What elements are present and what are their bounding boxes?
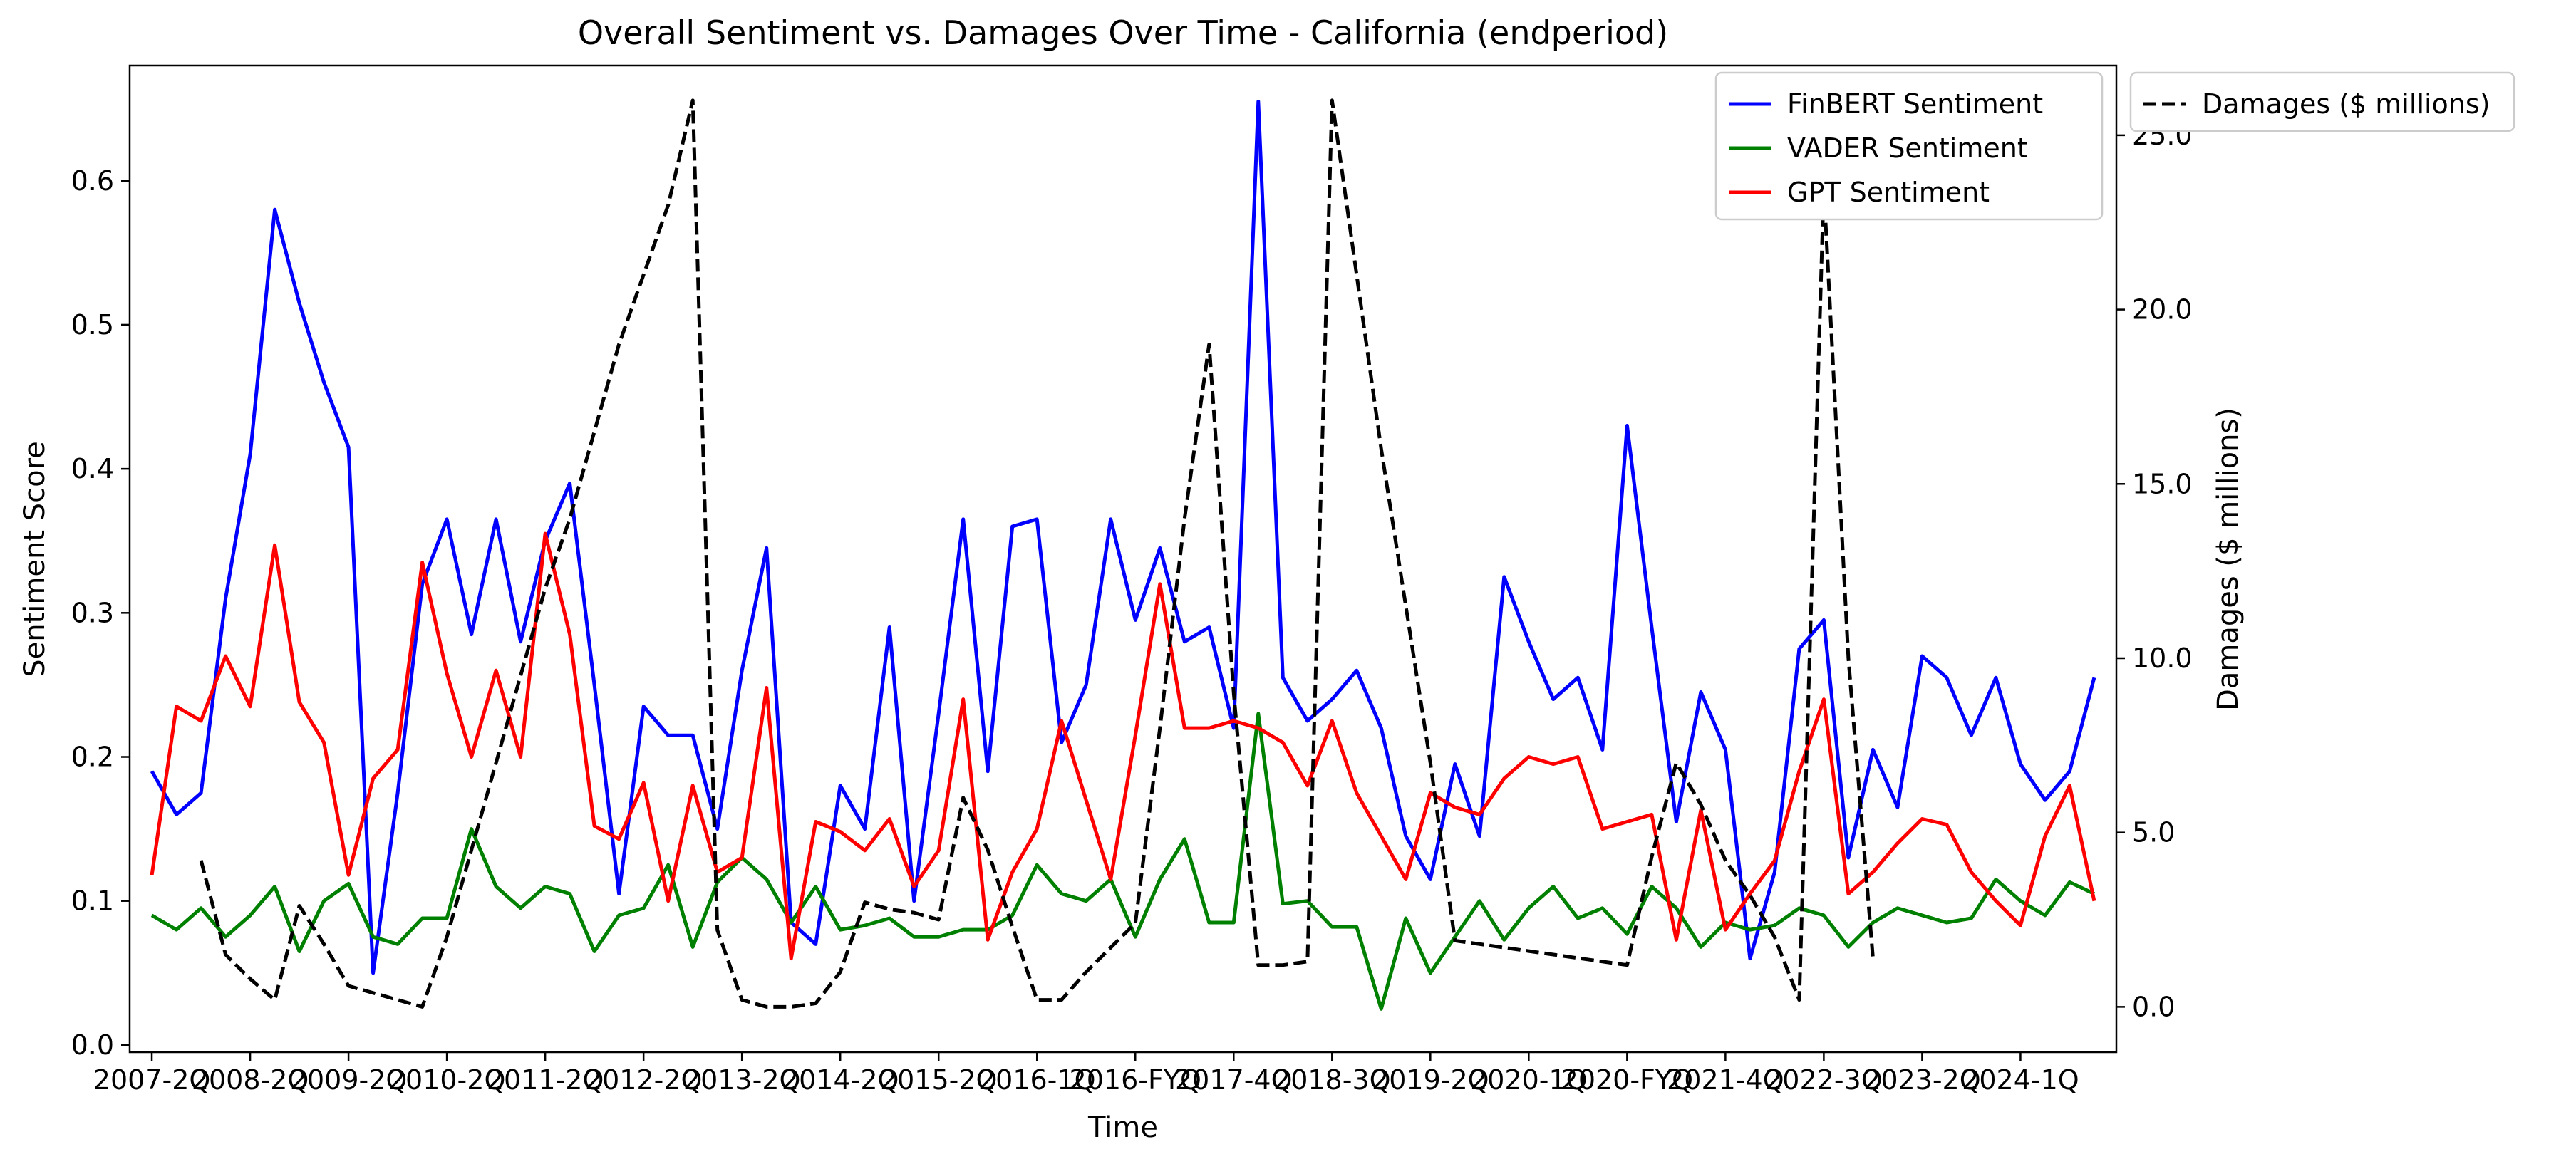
y-tick-label: 0.3 [71, 597, 114, 628]
y-tick-label: 0.4 [71, 453, 114, 484]
y2-tick-label: 0.0 [2132, 991, 2175, 1022]
x-tick-label: 2011-2Q [487, 1064, 604, 1096]
legend-damages: Damages ($ millions) [2129, 71, 2515, 132]
y-tick-label: 0.2 [71, 742, 114, 773]
series-layer [150, 98, 2096, 1011]
y2-tick-label: 20.0 [2132, 294, 2193, 326]
legend-frame [1714, 71, 2104, 221]
x-tick-label: 2009-2Q [290, 1064, 408, 1096]
x-tick-label: 2024-1Q [1962, 1064, 2079, 1096]
y-axis-right: 0.05.010.015.020.025.0 [2116, 120, 2193, 1022]
y-tick-label: 0.1 [71, 885, 114, 917]
legend-frame [2129, 71, 2515, 132]
y-axis-left: 0.0 0.1 0.2 0.3 0.4 0.5 0.6 [71, 165, 130, 1061]
chart-title: Overall Sentiment vs. Damages Over Time … [578, 14, 1668, 52]
x-tick-label: 2013-2Q [683, 1064, 801, 1096]
x-tick-label: 2010-2Q [388, 1064, 506, 1096]
y-tick-label: 0.6 [71, 165, 114, 197]
series-line-0 [150, 100, 2096, 975]
x-tick-label: 2007-2Q [93, 1064, 211, 1096]
plot-area-frame [128, 64, 2118, 1054]
x-tick-label: 2017-4Q [1175, 1064, 1293, 1096]
series-line-3 [199, 98, 1875, 1009]
x-axis: 2007-2Q2008-2Q2009-2Q2010-2Q2011-2Q2012-… [93, 1052, 2079, 1096]
y-tick-label: 0.5 [71, 309, 114, 341]
x-tick-label: 2008-2Q [192, 1064, 309, 1096]
series-line-2 [150, 531, 2096, 961]
x-tick-label: 2019-2Q [1372, 1064, 1489, 1096]
y2-axis-label: Damages ($ millions) [2212, 407, 2245, 711]
x-tick-label: 2016-FYQ [1070, 1064, 1201, 1096]
x-tick-label: 2022-3Q [1765, 1064, 1883, 1096]
x-axis-label: Time [1087, 1111, 1158, 1144]
x-tick-label: 2021-4Q [1667, 1064, 1784, 1096]
y-axis-label: Sentiment Score [19, 441, 51, 677]
x-tick-label: 2016-1Q [978, 1064, 1096, 1096]
y2-tick-label: 15.0 [2132, 468, 2193, 499]
legend-sentiment: FinBERT Sentiment VADER Sentiment GPT Sent… [1714, 71, 2104, 221]
x-tick-label: 2018-3Q [1273, 1064, 1391, 1096]
legend-label: FinBERT Sentiment [1787, 88, 2043, 120]
y2-tick-label: 10.0 [2132, 643, 2193, 674]
y-tick-label: 0.0 [71, 1029, 114, 1061]
x-tick-label: 2014-2Q [782, 1064, 899, 1096]
x-tick-label: 2012-2Q [585, 1064, 703, 1096]
x-tick-label: 2020-FYQ [1561, 1064, 1693, 1096]
y2-tick-label: 5.0 [2132, 817, 2175, 848]
legend-label: Damages ($ millions) [2202, 88, 2490, 120]
legend-label: VADER Sentiment [1787, 132, 2028, 164]
x-tick-label: 2015-2Q [880, 1064, 998, 1096]
x-tick-label: 2020-1Q [1470, 1064, 1588, 1096]
x-tick-label: 2023-2Q [1863, 1064, 1981, 1096]
legend-label: GPT Sentiment [1787, 177, 1990, 208]
series-line-1 [150, 712, 2095, 1011]
